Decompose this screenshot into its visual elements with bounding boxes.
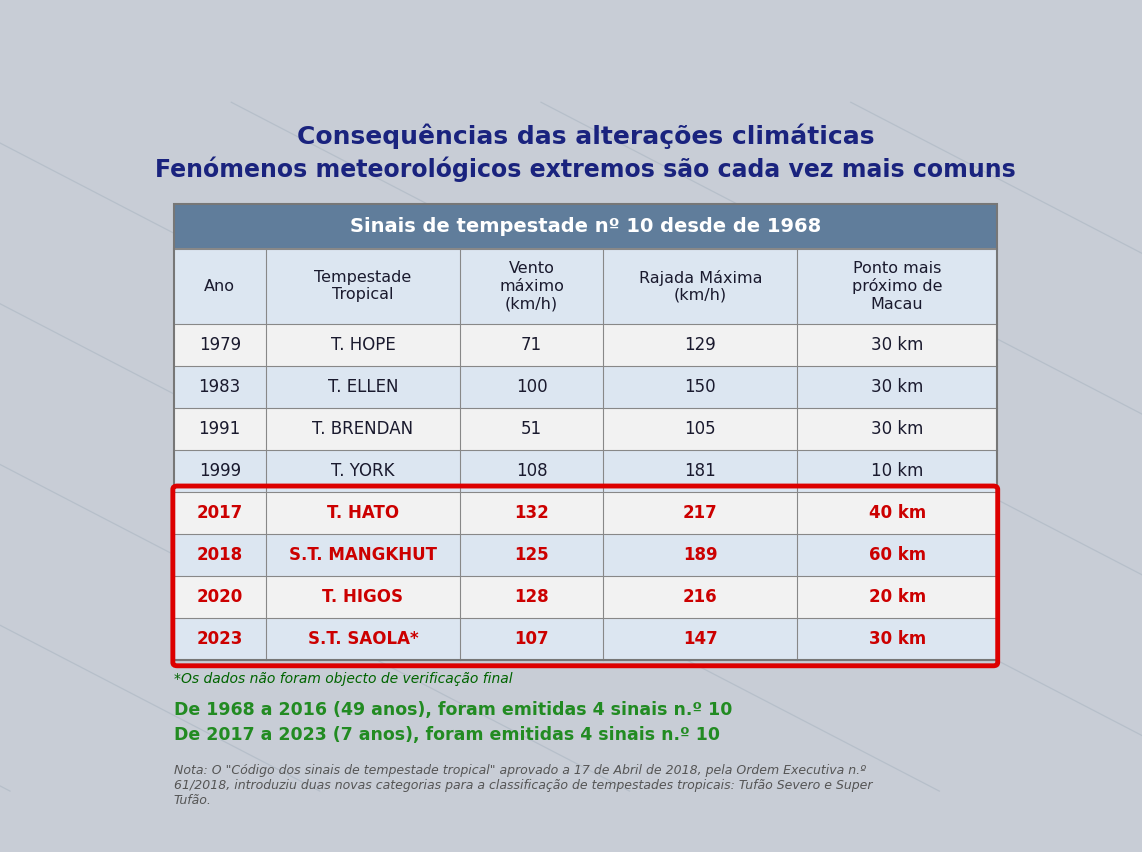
Bar xyxy=(266,324,460,366)
Bar xyxy=(174,534,266,576)
Text: 108: 108 xyxy=(516,462,547,480)
Text: T. ELLEN: T. ELLEN xyxy=(328,378,399,396)
Bar xyxy=(460,492,603,534)
Text: T. HIGOS: T. HIGOS xyxy=(322,588,403,606)
Text: T. BRENDAN: T. BRENDAN xyxy=(312,420,413,438)
Text: S.T. MANGKHUT: S.T. MANGKHUT xyxy=(289,546,437,564)
Bar xyxy=(266,408,460,450)
Bar xyxy=(460,450,603,492)
Bar xyxy=(174,324,266,366)
Bar xyxy=(266,618,460,660)
Bar xyxy=(797,450,997,492)
Text: 20 km: 20 km xyxy=(869,588,926,606)
Text: 40 km: 40 km xyxy=(869,504,926,522)
Bar xyxy=(603,450,797,492)
Bar xyxy=(460,324,603,366)
Text: Vento
máximo
(km/h): Vento máximo (km/h) xyxy=(499,262,564,311)
Text: S.T. SAOLA*: S.T. SAOLA* xyxy=(307,630,418,648)
Bar xyxy=(174,492,266,534)
Bar xyxy=(603,408,797,450)
Bar xyxy=(174,366,266,408)
Text: Consequências das alterações climáticas: Consequências das alterações climáticas xyxy=(297,124,874,149)
Bar xyxy=(266,534,460,576)
Text: 1979: 1979 xyxy=(199,336,241,354)
Text: 100: 100 xyxy=(516,378,547,396)
Text: T. YORK: T. YORK xyxy=(331,462,395,480)
Bar xyxy=(603,534,797,576)
Bar xyxy=(603,366,797,408)
Bar xyxy=(266,366,460,408)
Bar xyxy=(174,204,997,249)
Text: 1983: 1983 xyxy=(199,378,241,396)
Bar xyxy=(797,534,997,576)
Bar xyxy=(460,408,603,450)
Text: Ano: Ano xyxy=(204,279,235,294)
Bar xyxy=(460,618,603,660)
Text: 125: 125 xyxy=(514,546,549,564)
Bar xyxy=(174,408,266,450)
Text: 2020: 2020 xyxy=(196,588,243,606)
Text: 2023: 2023 xyxy=(196,630,243,648)
Bar xyxy=(603,576,797,618)
Text: 1999: 1999 xyxy=(199,462,241,480)
Bar xyxy=(603,618,797,660)
Text: 181: 181 xyxy=(684,462,716,480)
Text: *Os dados não foram objecto de verificação final: *Os dados não foram objecto de verificaç… xyxy=(174,671,513,686)
Text: Nota: O "Código dos sinais de tempestade tropical" aprovado a 17 de Abril de 201: Nota: O "Código dos sinais de tempestade… xyxy=(174,763,872,807)
Bar xyxy=(174,576,266,618)
Text: 216: 216 xyxy=(683,588,717,606)
Text: 51: 51 xyxy=(521,420,542,438)
Bar xyxy=(797,408,997,450)
Text: 71: 71 xyxy=(521,336,542,354)
Text: 2018: 2018 xyxy=(196,546,243,564)
Bar xyxy=(797,366,997,408)
Bar xyxy=(266,492,460,534)
Text: T. HATO: T. HATO xyxy=(327,504,399,522)
Text: 30 km: 30 km xyxy=(871,378,924,396)
Text: 105: 105 xyxy=(684,420,716,438)
Bar xyxy=(797,492,997,534)
Text: 107: 107 xyxy=(514,630,549,648)
Text: 129: 129 xyxy=(684,336,716,354)
Text: 132: 132 xyxy=(514,504,549,522)
Text: 30 km: 30 km xyxy=(871,420,924,438)
Text: 1991: 1991 xyxy=(199,420,241,438)
Bar xyxy=(266,576,460,618)
Text: 150: 150 xyxy=(684,378,716,396)
Text: 147: 147 xyxy=(683,630,717,648)
Text: T. HOPE: T. HOPE xyxy=(330,336,395,354)
Bar xyxy=(460,534,603,576)
Bar xyxy=(603,492,797,534)
Bar xyxy=(460,366,603,408)
Text: 30 km: 30 km xyxy=(869,630,926,648)
Text: 30 km: 30 km xyxy=(871,336,924,354)
Text: Rajada Máxima
(km/h): Rajada Máxima (km/h) xyxy=(638,269,762,303)
Text: De 1968 a 2016 (49 anos), foram emitidas 4 sinais n.º 10
De 2017 a 2023 (7 anos): De 1968 a 2016 (49 anos), foram emitidas… xyxy=(174,700,732,744)
Text: Tempestade
Tropical: Tempestade Tropical xyxy=(314,270,411,302)
Text: Sinais de tempestade nº 10 desde de 1968: Sinais de tempestade nº 10 desde de 1968 xyxy=(349,216,821,236)
Bar xyxy=(797,576,997,618)
Bar xyxy=(460,576,603,618)
Text: 2017: 2017 xyxy=(196,504,243,522)
Bar xyxy=(174,450,266,492)
Bar xyxy=(603,324,797,366)
Bar xyxy=(266,450,460,492)
Text: 217: 217 xyxy=(683,504,717,522)
Text: 60 km: 60 km xyxy=(869,546,926,564)
Text: Fenómenos meteorológicos extremos são cada vez mais comuns: Fenómenos meteorológicos extremos são ca… xyxy=(155,156,1015,181)
Bar xyxy=(797,324,997,366)
Bar xyxy=(797,618,997,660)
Text: Ponto mais
próximo de
Macau: Ponto mais próximo de Macau xyxy=(852,261,942,312)
Bar xyxy=(174,618,266,660)
Text: 10 km: 10 km xyxy=(871,462,924,480)
Text: 189: 189 xyxy=(683,546,717,564)
Text: 128: 128 xyxy=(514,588,549,606)
